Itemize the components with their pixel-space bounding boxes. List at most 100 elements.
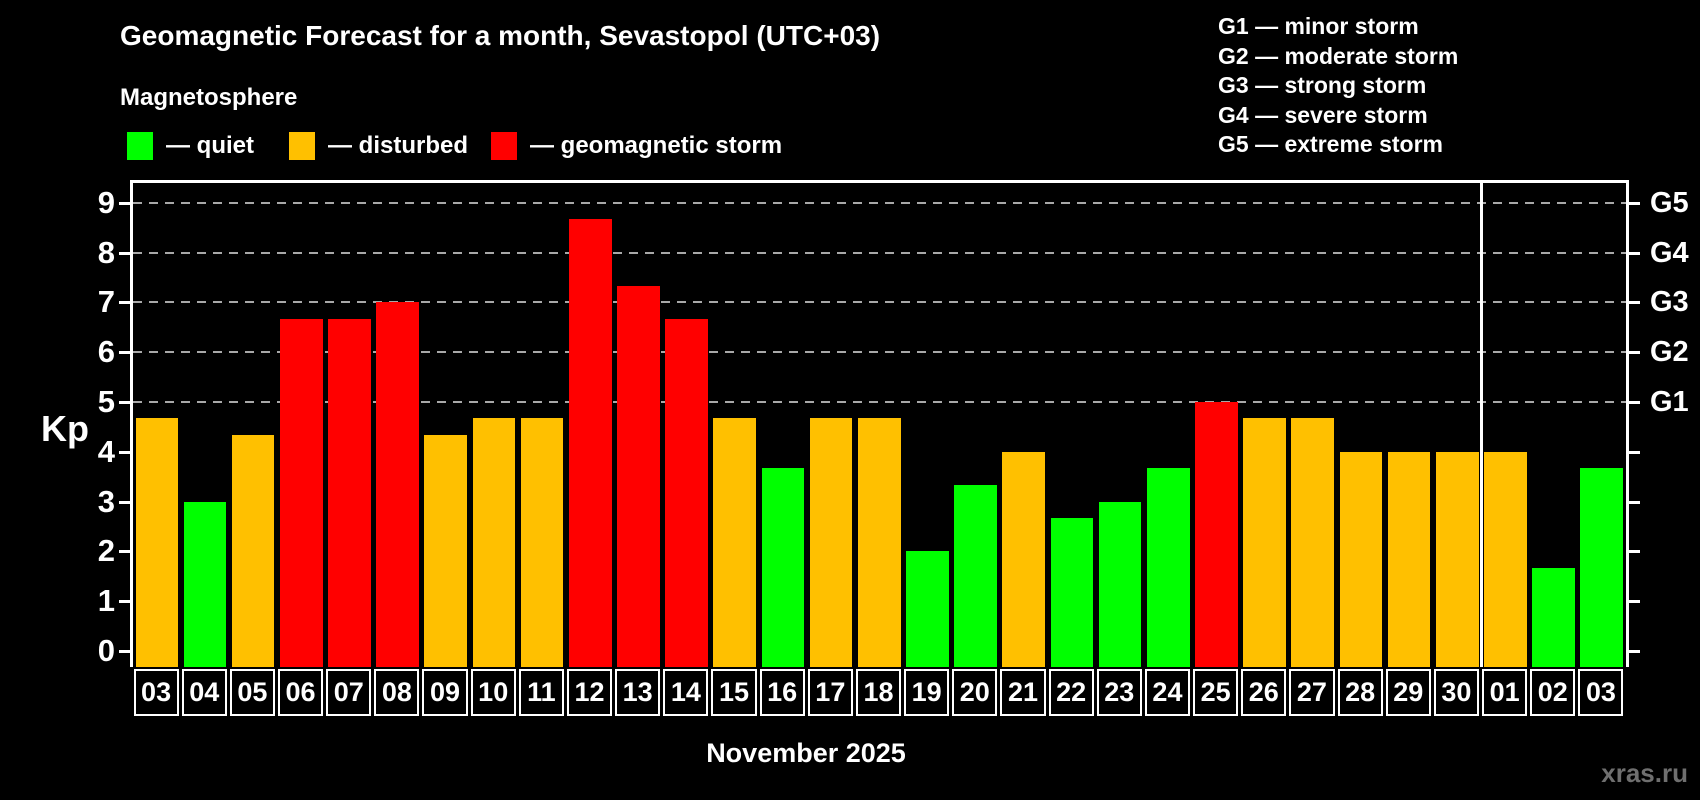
y-tick-right-2 — [1626, 550, 1640, 554]
kp-bar-day-23 — [1098, 501, 1142, 667]
g-level-label-g4: G4 — [1650, 236, 1689, 269]
kp-bar-day-04 — [183, 501, 227, 667]
gridline-kp9 — [133, 201, 1626, 204]
y-tick-left-6 — [119, 351, 133, 355]
y-tick-left-5 — [119, 401, 133, 404]
y-tick-right-7 — [1626, 301, 1640, 305]
g-level-label-g1: G1 — [1650, 386, 1689, 418]
g-level-label-g3: G3 — [1650, 286, 1689, 319]
day-label-nov-17: 17 — [807, 669, 853, 716]
y-tick-left-9 — [119, 201, 133, 205]
y-tick-right-8 — [1626, 251, 1640, 255]
y-tick-label-1: 1 — [97, 583, 115, 619]
watermark: xras.ru — [1601, 758, 1688, 788]
quiet-color-swatch — [127, 132, 153, 160]
y-tick-left-0 — [119, 650, 133, 653]
day-label-nov-21: 21 — [1000, 669, 1046, 716]
g5-legend-line: G5 — extreme storm — [1218, 131, 1443, 157]
day-label-nov-24: 24 — [1144, 669, 1191, 716]
y-tick-left-8 — [119, 251, 133, 255]
kp-bar-day-24 — [1146, 468, 1190, 667]
plot-top-border — [130, 180, 1629, 183]
day-label-nov-12: 12 — [566, 669, 613, 716]
kp-bar-day-02 — [1532, 567, 1575, 667]
kp-bar-day-25 — [1195, 402, 1238, 667]
legend-item-quiet: — quiet — [127, 131, 254, 161]
y-tick-label-4: 4 — [97, 433, 115, 469]
kp-bar-day-12 — [568, 219, 612, 667]
day-label-nov-14: 14 — [663, 669, 709, 716]
day-label-nov-06: 06 — [277, 669, 324, 716]
month-separator-line — [1479, 183, 1483, 667]
y-tick-label-3: 3 — [97, 483, 115, 519]
y-tick-label-6: 6 — [97, 334, 115, 370]
kp-bar-day-06 — [279, 318, 323, 667]
kp-bar-day-09 — [424, 435, 468, 667]
kp-bar-day-07 — [328, 318, 371, 667]
g-level-label-g2: G2 — [1650, 336, 1689, 369]
g-scale-legend: G1 — minor storm G2 — moderate storm G3 … — [1218, 12, 1458, 160]
x-axis-title: November 2025 — [706, 738, 906, 768]
day-label-nov-10: 10 — [470, 669, 516, 716]
g3-legend-line: G3 — strong storm — [1218, 72, 1427, 98]
kp-bar-day-16 — [761, 468, 805, 667]
kp-bar-day-18 — [857, 418, 901, 667]
kp-bar-day-03 — [1580, 468, 1623, 667]
day-label-dec-01: 01 — [1482, 669, 1528, 716]
day-label-nov-16: 16 — [759, 669, 805, 716]
legend-label-disturbed: — disturbed — [328, 132, 469, 159]
y-tick-label-0: 0 — [97, 633, 115, 668]
day-label-nov-19: 19 — [904, 669, 950, 716]
g1-legend-line: G1 — minor storm — [1218, 13, 1419, 39]
kp-bar-day-28 — [1339, 451, 1383, 667]
kp-bar-day-19 — [906, 551, 949, 667]
y-tick-right-3 — [1626, 500, 1640, 504]
day-label-nov-11: 11 — [518, 669, 564, 716]
y-tick-label-8: 8 — [97, 234, 115, 270]
y-tick-left-2 — [119, 550, 133, 554]
plot-left-axis — [130, 180, 133, 667]
day-label-dec-02: 02 — [1530, 669, 1576, 716]
kp-bar-day-17 — [809, 418, 853, 667]
kp-bar-day-10 — [472, 418, 516, 667]
kp-bar-day-03 — [135, 418, 179, 667]
day-label-nov-30: 30 — [1433, 669, 1479, 716]
gridline-kp7 — [133, 301, 1626, 304]
legend-label-storm: — geomagnetic storm — [530, 132, 783, 159]
day-label-nov-18: 18 — [855, 669, 902, 716]
day-label-nov-09: 09 — [422, 669, 468, 716]
kp-bar-day-11 — [520, 418, 564, 667]
day-label-nov-26: 26 — [1241, 669, 1287, 716]
y-tick-left-4 — [119, 450, 133, 454]
day-label-dec-03: 03 — [1578, 669, 1624, 716]
y-tick-label-7: 7 — [97, 284, 115, 320]
day-label-nov-28: 28 — [1337, 669, 1383, 716]
y-tick-right-0 — [1626, 650, 1640, 653]
kp-bar-day-26 — [1243, 418, 1286, 667]
day-label-nov-23: 23 — [1096, 669, 1142, 716]
y-tick-right-1 — [1626, 600, 1640, 604]
day-label-nov-20: 20 — [952, 669, 998, 716]
y-tick-left-3 — [119, 500, 133, 504]
g-level-label-g5: G5 — [1650, 186, 1689, 219]
y-tick-left-7 — [119, 301, 133, 305]
chart-title: Geomagnetic Forecast for a month, Sevast… — [120, 20, 881, 51]
storm-color-swatch — [491, 132, 517, 160]
y-tick-right-6 — [1626, 351, 1640, 355]
day-label-nov-05: 05 — [229, 669, 275, 716]
kp-bar-day-01 — [1484, 451, 1527, 667]
day-label-nov-29: 29 — [1385, 669, 1431, 716]
plot-area — [133, 183, 1626, 667]
y-tick-left-1 — [119, 600, 133, 604]
kp-bar-day-20 — [954, 485, 997, 667]
y-tick-right-4 — [1626, 450, 1640, 454]
kp-bar-day-05 — [231, 435, 275, 667]
day-label-nov-04: 04 — [181, 669, 227, 716]
y-tick-label-9: 9 — [97, 184, 115, 220]
g4-legend-line: G4 — severe storm — [1218, 101, 1428, 128]
disturbed-color-swatch — [289, 132, 315, 160]
day-label-nov-08: 08 — [374, 669, 420, 716]
day-label-nov-22: 22 — [1048, 669, 1094, 716]
day-label-nov-25: 25 — [1193, 669, 1239, 716]
